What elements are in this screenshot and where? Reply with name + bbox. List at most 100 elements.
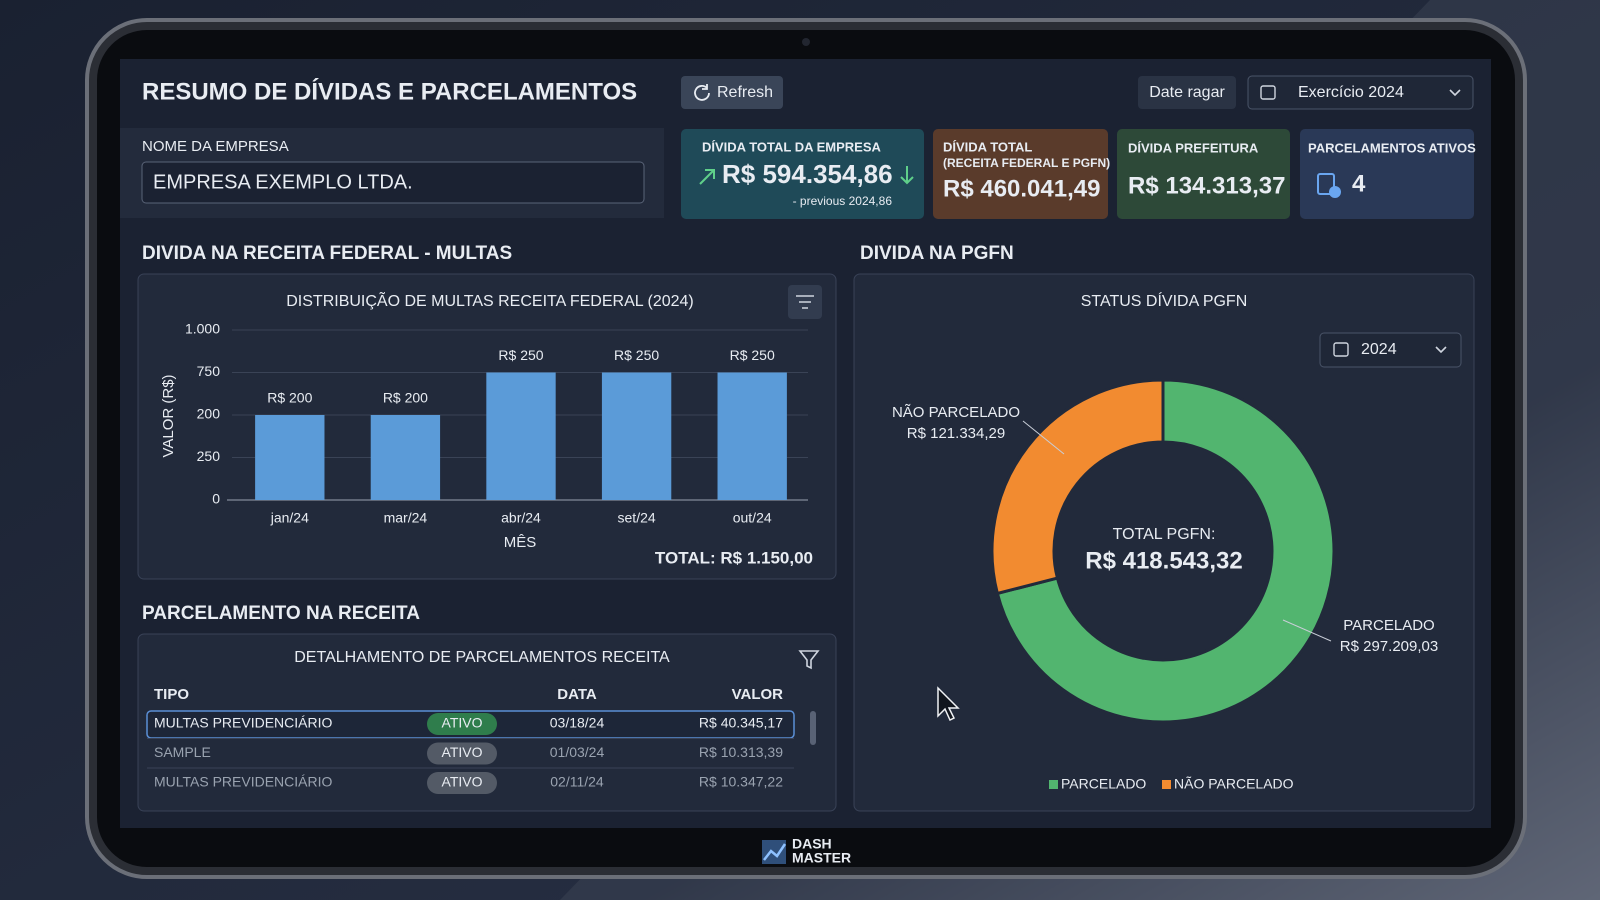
x-tick-label: set/24 (618, 510, 656, 526)
date-range-label: Date ragar (1149, 84, 1225, 101)
kpi-card (1300, 129, 1474, 219)
bar-value-label: R$ 250 (614, 347, 659, 363)
company-label: NOME DA EMPRESA (142, 138, 289, 155)
donut-slice (990, 378, 1165, 596)
cell-value: R$ 40.345,17 (699, 715, 783, 731)
cell-status: ATIVO (442, 715, 483, 731)
slice-label: NÃO PARCELADO (892, 404, 1020, 421)
x-tick-label: out/24 (733, 510, 772, 526)
chart-title: STATUS DÍVIDA PGFN (1081, 291, 1248, 310)
center-label: TOTAL PGFN: (1113, 526, 1216, 543)
mouse-cursor (937, 686, 960, 722)
cell-date: 03/18/24 (550, 715, 605, 731)
cell-status: ATIVO (442, 744, 483, 760)
slice-value-label: R$ 297.209,03 (1340, 638, 1438, 655)
bar-value-label: R$ 200 (267, 390, 312, 406)
kpi-title: DÍVIDA TOTAL (943, 139, 1032, 154)
chevron (1435, 346, 1447, 354)
kpi-title: DÍVIDA TOTAL DA EMPRESA (702, 139, 881, 154)
x-tick-label: jan/24 (270, 510, 309, 526)
column-header: DATA (557, 686, 597, 703)
legend-label: NÃO PARCELADO (1174, 776, 1294, 792)
status-badge (427, 713, 497, 735)
kpi-card (1117, 129, 1290, 219)
kpi-card (933, 129, 1108, 219)
center-value: R$ 418.543,32 (1085, 547, 1242, 574)
y-tick-label: 0 (212, 491, 220, 507)
section-title: DIVIDA NA PGFN (860, 243, 1014, 264)
cell-value: R$ 10.313,39 (699, 744, 783, 760)
cell-type: SAMPLE (154, 744, 211, 760)
refresh-icon (694, 84, 710, 101)
cell-date: 01/03/24 (550, 744, 605, 760)
section-title: DIVIDA NA RECEITA FEDERAL - MULTAS (142, 243, 512, 264)
date-range-button[interactable] (1138, 76, 1236, 109)
kpi-subtitle: (RECEITA FEDERAL E PGFN) (943, 156, 1110, 170)
bar (601, 372, 672, 500)
calendar-icon (1333, 342, 1349, 357)
kpi-title: PARCELAMENTOS ATIVOS (1308, 140, 1476, 155)
brand-text: DASH (792, 836, 832, 852)
y-tick-label: 1.000 (185, 321, 220, 337)
chart-title: DISTRIBUIÇÃO DE MULTAS RECEITA FEDERAL (… (286, 290, 694, 310)
legend-label: PARCELADO (1061, 776, 1146, 792)
slice-value-label: R$ 121.334,29 (907, 425, 1005, 442)
bar (255, 415, 325, 500)
bar-chart: 0 250 200 750 1.000 R$ 200 jan/24 R$ 200 mar/24 R… (185, 321, 808, 526)
document-icon (1317, 173, 1335, 195)
donut-chart (990, 378, 1336, 724)
kpi-note: - previous 2024,86 (793, 194, 893, 208)
legend: PARCELADO NÃO PARCELADO (1049, 776, 1294, 792)
funnel-icon[interactable] (798, 650, 820, 670)
year-dropdown[interactable] (1319, 332, 1462, 368)
down-arrow (900, 166, 914, 185)
cell-type: MULTAS PREVIDENCIÁRIO (154, 715, 333, 731)
kpi-value: R$ 134.313,37 (1128, 172, 1285, 199)
filter-icon (796, 295, 814, 309)
page-title: RESUMO DE DÍVIDAS E PARCELAMENTOS (142, 77, 637, 105)
section-title: PARCELAMENTO NA RECEITA (142, 603, 420, 624)
kpi-value: 4 (1352, 170, 1366, 197)
cell-value: R$ 10.347,22 (699, 774, 783, 790)
table-rows: MULTAS PREVIDENCIÁRIO ATIVO 03/18/24 R$ 40.… (147, 713, 794, 794)
bar-value-label: R$ 250 (730, 347, 775, 363)
brand-text: MASTER (792, 850, 851, 866)
y-tick-label: 250 (197, 448, 221, 464)
kpi-value: R$ 594.354,86 (722, 159, 893, 189)
leader-line (1282, 619, 1332, 642)
bar (486, 372, 556, 500)
bar-value-label: R$ 200 (383, 390, 428, 406)
slice-label: PARCELADO (1343, 617, 1434, 634)
info-badge (1329, 186, 1341, 198)
legend-swatch (1049, 780, 1058, 789)
chart-total: TOTAL: R$ 1.150,00 (655, 548, 813, 567)
y-tick-label: 750 (197, 363, 221, 379)
logo-chart (763, 843, 787, 861)
donut-slice (995, 378, 1336, 724)
company-value: EMPRESA EXEMPLO LTDA. (153, 171, 413, 193)
refresh-label: Refresh (717, 84, 773, 101)
company-input[interactable] (141, 161, 645, 204)
column-header: TIPO (154, 686, 189, 703)
x-axis-label: MÊS (504, 534, 537, 551)
kpi-card (681, 129, 924, 219)
cell-date: 02/11/24 (550, 774, 604, 790)
up-arrow (699, 169, 715, 185)
cell-status: ATIVO (442, 774, 483, 790)
calendar-icon (1260, 85, 1276, 100)
scrollbar[interactable] (810, 711, 816, 745)
cell-type: MULTAS PREVIDENCIÁRIO (154, 774, 333, 790)
kpi-title: DÍVIDA PREFEITURA (1128, 140, 1259, 155)
table-title: DETALHAMENTO DE PARCELAMENTOS RECEITA (294, 649, 670, 666)
bar (717, 372, 787, 500)
period-dropdown[interactable] (1247, 75, 1474, 110)
kpi-value: R$ 460.041,49 (943, 175, 1100, 202)
camera (802, 38, 810, 46)
y-tick-label: 200 (197, 406, 221, 422)
legend-swatch (1162, 780, 1171, 789)
chevron (1449, 89, 1461, 97)
year-label: 2024 (1361, 341, 1397, 358)
x-tick-label: abr/24 (501, 510, 541, 526)
